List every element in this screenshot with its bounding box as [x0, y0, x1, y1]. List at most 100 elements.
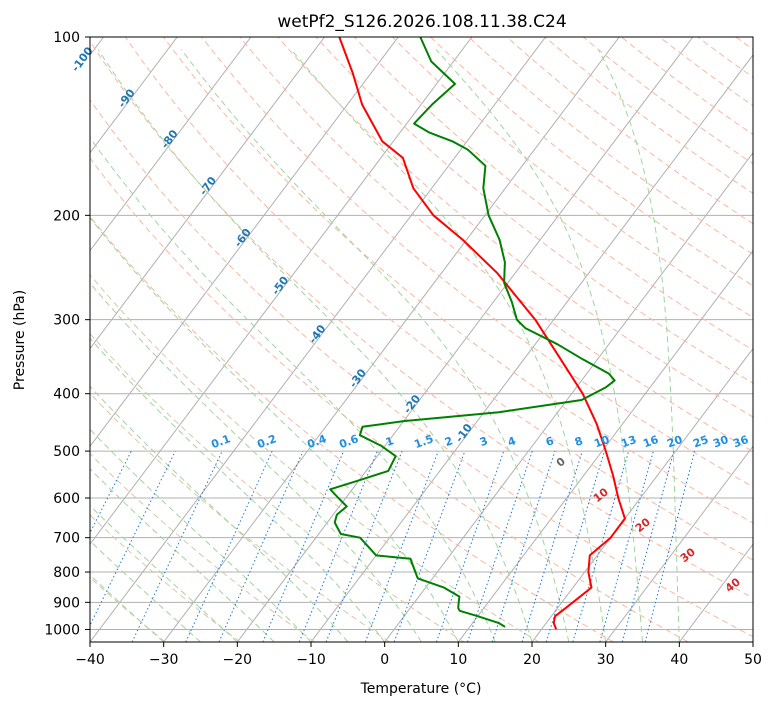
- theta-label: 0: [554, 455, 568, 470]
- mixing-ratio-label: 4: [506, 434, 518, 449]
- isotherm-label: -50: [269, 274, 292, 298]
- x-tick-label: 0: [380, 652, 389, 668]
- moist-adiabat: [181, 49, 570, 642]
- dry-adiabat: [90, 157, 689, 642]
- mixing-ratio-label: 8: [573, 434, 585, 449]
- dry-adiabat: [544, 37, 753, 194]
- dry-adiabat: [124, 37, 753, 561]
- moist-adiabat: [435, 49, 643, 642]
- dry-adiabat: [468, 37, 753, 255]
- mixing-ratio-label: 6: [544, 434, 556, 449]
- isotherm-line: [310, 54, 753, 642]
- theta-label: 20: [633, 515, 653, 535]
- moist-adiabat: [90, 282, 422, 642]
- dewpoint-profile: [329, 37, 616, 628]
- background-lines: [90, 37, 753, 642]
- mixing-ratio-label: 13: [619, 433, 638, 450]
- mixing-ratio-line: [491, 450, 556, 642]
- mixing-ratio-line: [298, 450, 378, 642]
- x-tick-label: −10: [296, 652, 326, 668]
- mixing-ratio-line: [621, 450, 675, 642]
- isotherm-label: -70: [197, 174, 220, 198]
- mixing-ratio-line: [262, 450, 345, 642]
- y-tick-label: 100: [53, 30, 80, 46]
- mixing-ratio-label: 3: [478, 434, 490, 449]
- dry-adiabat: [277, 37, 753, 418]
- dry-adiabat: [239, 37, 753, 453]
- dry-adiabat: [392, 37, 753, 319]
- isotherm-label: -60: [231, 226, 254, 250]
- dry-adiabat: [90, 452, 315, 642]
- mixing-ratio-label: 20: [665, 433, 684, 451]
- isotherm-line: [531, 347, 753, 642]
- theta-label: 40: [723, 575, 743, 595]
- mixing-ratio-label: 10: [592, 433, 611, 451]
- y-tick-label: 400: [53, 387, 80, 403]
- mixing-ratio-line: [467, 450, 533, 642]
- mixing-ratio-label: 2: [443, 434, 455, 449]
- y-tick-label: 300: [53, 313, 80, 329]
- isotherm-line: [90, 37, 546, 642]
- mixing-ratio-line: [572, 450, 630, 642]
- mixing-ratio-label: 0.6: [337, 432, 360, 451]
- x-tick-label: 40: [670, 652, 688, 668]
- dry-adiabat: [315, 37, 753, 384]
- mixing-ratio-label: 16: [641, 433, 660, 451]
- mixing-ratio-label: 0.1: [209, 432, 232, 451]
- mixing-ratio-line: [435, 450, 505, 642]
- moist-adiabat: [597, 49, 680, 642]
- isotherm-line: [384, 152, 753, 642]
- mixing-ratio-label: 0.4: [305, 432, 328, 451]
- x-tick-label: −30: [149, 652, 179, 668]
- moist-adiabat: [90, 468, 275, 642]
- isotherm-line: [90, 37, 399, 448]
- mixing-ratio-line: [185, 450, 273, 642]
- isotherm-label: -20: [401, 392, 424, 416]
- dry-adiabat: [90, 392, 390, 642]
- axes: −40 −30 −20 −10 0 10 20 30 40 5010020030040050060…: [44, 30, 762, 668]
- x-tick-label: −20: [223, 652, 253, 668]
- y-tick-label: 1000: [44, 622, 80, 638]
- chart-title: wetPf2_S126.2026.108.11.38.C24: [277, 12, 566, 32]
- isotherm-line: [457, 249, 753, 642]
- y-axis-label: Pressure (hPa): [12, 290, 28, 390]
- mixing-ratio-line: [545, 450, 605, 642]
- isotherm-label: -100: [69, 44, 96, 74]
- x-tick-label: 10: [449, 652, 467, 668]
- mixing-ratio-line: [131, 450, 223, 642]
- x-tick-label: 50: [744, 652, 762, 668]
- mixing-ratio-label: 25: [691, 433, 710, 450]
- mixing-ratio-line: [90, 450, 132, 534]
- mixing-ratio-label: 36: [731, 433, 750, 451]
- x-axis-label: Temperature (°C): [360, 681, 482, 697]
- dry-adiabat: [430, 37, 753, 287]
- y-tick-label: 900: [53, 595, 80, 611]
- isotherm-line: [236, 37, 694, 642]
- dry-adiabat: [90, 274, 540, 642]
- mixing-ratio-label: 30: [711, 433, 730, 451]
- isotherm-label: -80: [158, 127, 181, 151]
- moist-adiabat: [90, 337, 386, 642]
- x-tick-label: 30: [597, 652, 615, 668]
- dry-adiabat: [353, 37, 753, 351]
- y-tick-label: 700: [53, 531, 80, 547]
- mixing-ratio-line: [521, 450, 583, 642]
- moist-adiabat: [90, 540, 201, 642]
- isotherm-line: [752, 641, 753, 642]
- dry-adiabat: [90, 40, 753, 599]
- y-tick-label: 500: [53, 444, 80, 460]
- dry-adiabat: [90, 514, 241, 642]
- moist-adiabat: [90, 136, 496, 642]
- isotherm-line: [90, 37, 252, 252]
- mixing-ratio-label: 1.5: [412, 432, 435, 451]
- y-tick-label: 800: [53, 565, 80, 581]
- x-tick-label: 20: [523, 652, 541, 668]
- moist-adiabat: [97, 49, 533, 642]
- isotherm-line: [605, 445, 753, 642]
- mixing-ratio-label: 0.2: [255, 432, 278, 451]
- dry-adiabat: [90, 99, 753, 638]
- y-tick-label: 200: [53, 208, 80, 224]
- dry-adiabat: [90, 215, 614, 642]
